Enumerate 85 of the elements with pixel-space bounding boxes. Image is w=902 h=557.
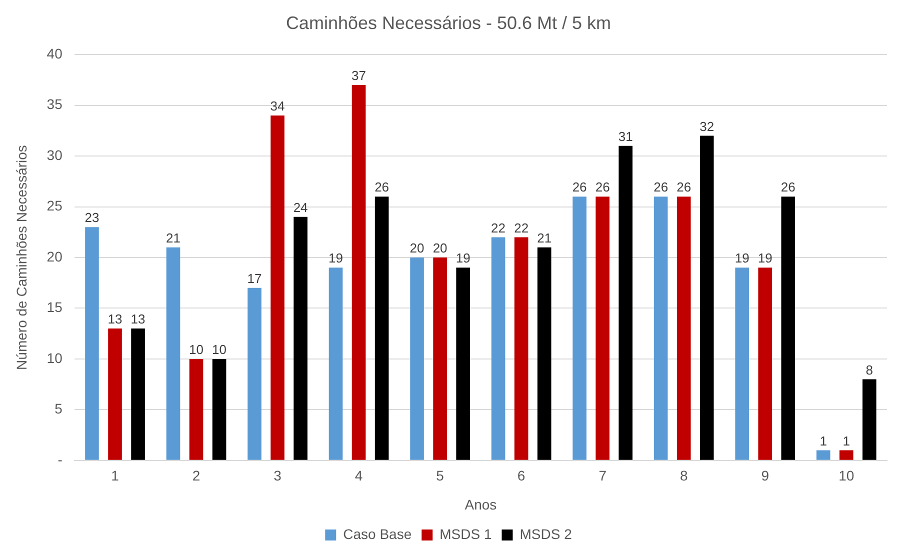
data-label: 8 (866, 362, 874, 378)
legend-label: Caso Base (343, 526, 412, 542)
data-label: 26 (676, 180, 692, 195)
bar (352, 85, 366, 460)
y-tick-label: 10 (46, 350, 63, 366)
x-tick-label: 6 (517, 468, 526, 484)
bar (596, 196, 610, 460)
legend-label: MSDS 1 (440, 526, 492, 542)
y-tick-label: 30 (46, 146, 63, 163)
chart-title: Caminhões Necessários - 50.6 Mt / 5 km (286, 12, 612, 33)
data-label: 17 (247, 271, 262, 286)
bar (537, 247, 552, 460)
y-tick-label: 15 (46, 299, 63, 316)
x-tick-label: 2 (192, 468, 200, 484)
data-label: 10 (212, 342, 227, 358)
legend-label: MSDS 2 (520, 526, 572, 542)
bar (131, 328, 145, 460)
y-axis-title: Número de Caminhões Necessários (13, 145, 30, 370)
data-label: 31 (618, 128, 633, 144)
bar (676, 196, 691, 460)
data-label: 21 (166, 230, 180, 246)
x-tick-label: 9 (761, 468, 770, 484)
data-label: 37 (352, 68, 366, 84)
bar (328, 268, 343, 460)
y-tick-label: 5 (54, 400, 63, 417)
data-label: 1 (820, 433, 827, 448)
y-tick-label: 20 (46, 248, 63, 264)
bar (781, 196, 796, 460)
data-label: 20 (410, 240, 424, 256)
data-label: 19 (456, 250, 470, 266)
bar (758, 268, 772, 460)
data-label: 24 (293, 200, 308, 215)
bar (433, 258, 447, 460)
bar (839, 450, 854, 460)
data-label: 19 (734, 250, 750, 266)
bar (456, 268, 470, 460)
x-tick-label: 8 (680, 468, 688, 484)
bar (85, 227, 99, 460)
data-label: 13 (108, 312, 122, 327)
data-label: 13 (130, 312, 146, 327)
bar (248, 288, 262, 460)
data-label: 22 (514, 220, 529, 236)
bar (514, 237, 528, 460)
data-label: 21 (537, 230, 552, 246)
bar (189, 358, 204, 460)
bar (618, 146, 633, 460)
bar (410, 258, 424, 460)
bar (700, 136, 714, 460)
x-tick-label: 5 (436, 468, 444, 484)
y-tick-label: 35 (46, 96, 63, 112)
y-tick-label: 25 (46, 198, 63, 214)
data-label: 34 (270, 98, 285, 114)
y-tick-label: - (58, 451, 63, 468)
bar (270, 115, 284, 460)
data-label: 1 (842, 433, 850, 448)
bar (491, 237, 506, 460)
data-label: 26 (654, 180, 668, 195)
data-label: 10 (189, 342, 204, 358)
bar (374, 196, 389, 460)
data-label: 20 (432, 240, 448, 256)
data-label: 26 (780, 180, 796, 195)
x-tick-label: 3 (274, 468, 282, 484)
x-tick-label: 10 (838, 468, 854, 484)
x-tick-label: 7 (598, 468, 607, 484)
data-label: 22 (491, 220, 506, 236)
bar (572, 196, 586, 460)
bar (212, 358, 226, 460)
data-label: 26 (572, 180, 587, 195)
bar (654, 196, 668, 460)
data-label: 19 (328, 250, 343, 266)
data-label: 26 (595, 180, 610, 195)
x-tick-label: 4 (354, 468, 363, 484)
data-label: 23 (84, 210, 100, 226)
x-tick-label: 1 (111, 468, 120, 484)
x-axis-title: Anos (464, 496, 497, 512)
y-tick-label: 40 (46, 45, 63, 62)
bar (816, 450, 830, 460)
bar (735, 268, 749, 460)
bar (166, 247, 180, 460)
data-label: 26 (374, 180, 390, 195)
bar (294, 216, 308, 460)
bar (862, 379, 876, 460)
data-label: 32 (700, 118, 714, 134)
bar (108, 328, 122, 460)
data-label: 19 (758, 250, 772, 266)
